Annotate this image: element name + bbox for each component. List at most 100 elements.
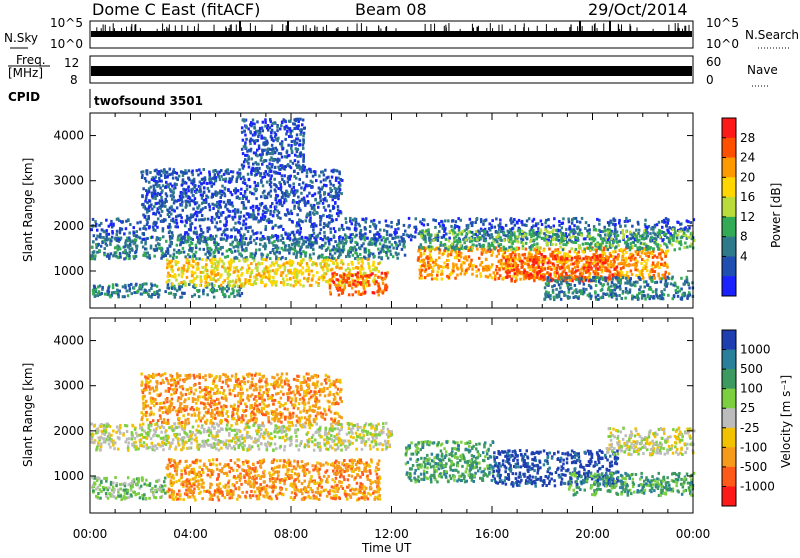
range-gate-cell xyxy=(158,243,161,246)
range-gate-cell xyxy=(293,127,296,130)
range-gate-cell xyxy=(533,239,536,242)
range-gate-cell xyxy=(155,202,158,205)
range-gate-cell xyxy=(395,252,398,255)
range-gate-cell xyxy=(282,241,285,244)
range-gate-cell xyxy=(324,259,327,262)
range-gate-cell xyxy=(569,250,572,253)
range-gate-cell xyxy=(209,247,212,250)
range-gate-cell xyxy=(267,151,270,154)
range-gate-cell xyxy=(340,192,343,195)
range-gate-cell xyxy=(434,234,437,237)
range-gate-cell xyxy=(238,168,241,171)
range-gate-cell xyxy=(276,126,279,129)
range-gate-cell xyxy=(202,231,205,234)
range-gate-cell xyxy=(295,253,298,256)
range-gate-cell xyxy=(447,219,450,222)
range-gate-cell xyxy=(211,196,214,199)
range-gate-cell xyxy=(672,239,675,242)
range-gate-cell xyxy=(568,233,571,236)
range-gate-cell xyxy=(460,219,463,222)
range-gate-cell xyxy=(318,202,321,205)
range-gate-cell xyxy=(620,248,623,251)
range-gate-cell xyxy=(166,259,169,262)
range-gate-cell xyxy=(359,247,362,250)
range-gate-cell xyxy=(583,267,586,270)
range-gate-cell xyxy=(263,272,266,275)
range-gate-cell xyxy=(220,237,223,240)
nave-label: Nave xyxy=(747,63,778,77)
range-gate-cell xyxy=(395,244,398,247)
range-gate-cell xyxy=(331,277,334,280)
range-gate-cell xyxy=(296,213,299,216)
range-gate-cell xyxy=(357,262,360,265)
range-gate-cell xyxy=(486,268,489,271)
range-gate-cell xyxy=(256,167,259,170)
range-gate-cell xyxy=(547,267,550,270)
range-gate-cell xyxy=(192,194,195,197)
range-gate-cell xyxy=(413,226,416,229)
range-gate-cell xyxy=(140,241,143,244)
range-gate-cell xyxy=(143,232,146,235)
range-gate-cell xyxy=(169,254,172,257)
range-gate-cell xyxy=(136,230,139,233)
range-gate-cell xyxy=(216,221,219,224)
range-gate-cell xyxy=(322,202,325,205)
range-gate-cell xyxy=(374,268,377,271)
range-gate-cell xyxy=(163,219,166,222)
range-gate-cell xyxy=(243,195,246,198)
range-gate-cell xyxy=(267,124,270,127)
range-gate-cell xyxy=(568,270,571,273)
range-gate-cell xyxy=(296,269,299,272)
range-gate-cell xyxy=(159,187,162,190)
range-gate-cell xyxy=(308,266,311,269)
range-gate-cell xyxy=(299,279,302,282)
noise-trace xyxy=(91,21,692,37)
range-gate-cell xyxy=(367,262,370,265)
range-gate-cell xyxy=(245,147,248,150)
range-gate-cell xyxy=(359,269,362,272)
range-gate-cell xyxy=(173,202,176,205)
range-gate-cell xyxy=(450,225,453,228)
range-gate-cell xyxy=(145,189,148,192)
range-gate-cell xyxy=(312,194,315,197)
range-gate-cell xyxy=(159,237,162,240)
range-gate-cell xyxy=(224,293,227,296)
range-gate-cell xyxy=(465,235,468,238)
range-gate-cell xyxy=(612,265,615,268)
range-gate-cell xyxy=(357,258,360,261)
range-gate-cell xyxy=(247,200,250,203)
range-gate-cell xyxy=(342,228,345,231)
range-gate-cell xyxy=(243,130,246,133)
range-gate-cell xyxy=(323,199,326,202)
range-gate-cell xyxy=(301,123,304,126)
range-gate-cell xyxy=(216,202,219,205)
range-gate-cell xyxy=(279,142,282,145)
range-gate-cell xyxy=(256,269,259,272)
range-gate-cell xyxy=(312,244,315,247)
range-gate-cell xyxy=(315,238,318,241)
range-gate-cell xyxy=(297,161,300,164)
range-gate-cell xyxy=(427,223,430,226)
range-gate-cell xyxy=(354,257,357,260)
range-gate-cell xyxy=(603,248,606,251)
range-gate-cell xyxy=(640,262,643,265)
range-gate-cell xyxy=(598,229,601,232)
range-gate-cell xyxy=(454,256,457,259)
range-gate-cell xyxy=(167,226,170,229)
range-gate-cell xyxy=(147,215,150,218)
range-gate-cell xyxy=(635,274,638,277)
range-gate-cell xyxy=(483,220,486,223)
range-gate-cell xyxy=(286,278,289,281)
range-gate-cell xyxy=(571,279,574,282)
range-gate-cell xyxy=(299,237,302,240)
range-gate-cell xyxy=(561,273,564,276)
range-gate-cell xyxy=(93,251,96,254)
range-gate-cell xyxy=(296,274,299,277)
range-gate-cell xyxy=(346,227,349,230)
range-gate-cell xyxy=(303,201,306,204)
range-gate-cell xyxy=(382,245,385,248)
range-gate-cell xyxy=(129,287,132,290)
range-gate-cell xyxy=(397,219,400,222)
range-gate-cell xyxy=(664,255,667,258)
range-gate-cell xyxy=(199,248,202,251)
